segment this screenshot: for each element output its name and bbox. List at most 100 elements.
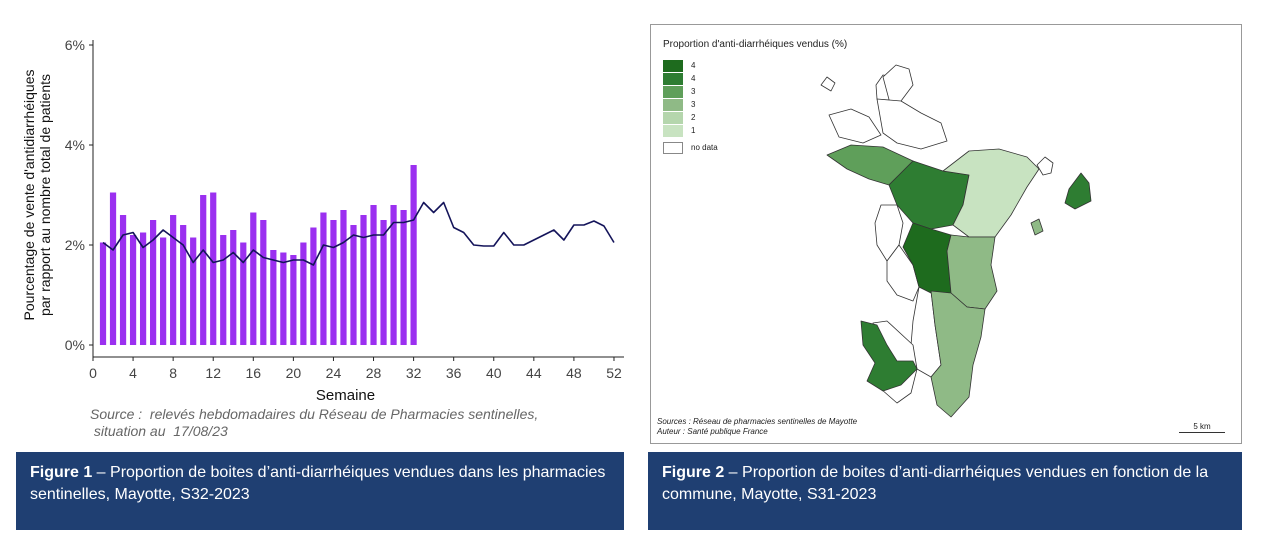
- legend-label: 2: [691, 113, 696, 122]
- bar: [310, 227, 317, 345]
- bar: [170, 215, 177, 345]
- bar: [150, 220, 157, 345]
- commune-north-3: [828, 108, 882, 144]
- figure-1-source-line-1: Source : relevés hebdomadaires du Réseau…: [90, 406, 539, 422]
- bar: [410, 165, 417, 345]
- bar: [270, 250, 277, 345]
- map-sources: Sources : Réseau de pharmacies sentinell…: [657, 417, 857, 437]
- legend-swatch: [663, 72, 683, 85]
- map-scale: 5 km: [1179, 422, 1225, 433]
- bar: [280, 252, 287, 345]
- x-tick-label: 4: [129, 365, 137, 381]
- x-tick-label: 36: [446, 365, 462, 381]
- map-title: Proportion d'anti-diarrhéiques vendus (%…: [663, 39, 848, 50]
- y-axis-label-line-1: Pourcentage de vente d'antidiarrhéiques: [21, 70, 37, 321]
- legend-label: 1: [691, 126, 696, 135]
- legend-swatch: [663, 98, 683, 111]
- bar: [210, 192, 217, 345]
- x-tick-label: 0: [89, 365, 97, 381]
- y-tick-label: 6%: [65, 37, 85, 53]
- legend-item: 3: [663, 98, 718, 111]
- line-series: [102, 201, 615, 266]
- bar: [109, 192, 117, 345]
- commune-south-tip: [860, 320, 918, 392]
- bar: [340, 210, 347, 345]
- bar: [360, 215, 367, 345]
- x-tick-label: 16: [246, 365, 262, 381]
- bar: [400, 210, 407, 345]
- y-axis-label: Pourcentage de vente d'antidiarrhéiques p…: [21, 70, 53, 321]
- commune-west-lower: [886, 244, 920, 302]
- figure-1-panel: 0% 2% 4% 6% 0 4 8 12 16 20 24 28 32 36 40 44 48 52 Semaine…: [16, 37, 624, 530]
- bar: [300, 242, 307, 345]
- bar: [160, 237, 167, 345]
- legend-item: no data: [663, 141, 718, 154]
- legend-swatch: [663, 141, 683, 154]
- y-tick-label: 2%: [65, 237, 85, 253]
- y-tick-label: 0%: [65, 337, 85, 353]
- commune-east-middle: [946, 234, 998, 310]
- legend-item: 4: [663, 59, 718, 72]
- map-legend: 4 4 3 3 2 1 no data: [663, 59, 718, 154]
- map-scale-label: 5 km: [1193, 422, 1211, 431]
- bar: [250, 212, 257, 345]
- map-sources-line-2: Auteur : Santé publique France: [657, 427, 768, 436]
- legend-item: 2: [663, 111, 718, 124]
- x-tick-label: 24: [326, 365, 342, 381]
- legend-item: 4: [663, 72, 718, 85]
- bar: [99, 242, 107, 345]
- figure-1-caption: Figure 1 – Proportion de boites d’anti-d…: [16, 452, 624, 530]
- legend-swatch: [663, 59, 683, 72]
- legend-label: no data: [691, 143, 718, 152]
- bar: [119, 215, 127, 345]
- x-tick-label: 32: [406, 365, 422, 381]
- islet-east: [1030, 218, 1044, 236]
- legend-label: 4: [691, 74, 696, 83]
- legend-label: 4: [691, 61, 696, 70]
- map-sources-line-1: Sources : Réseau de pharmacies sentinell…: [657, 417, 858, 426]
- bar: [200, 195, 207, 345]
- bar: [390, 205, 397, 345]
- bar: [350, 225, 357, 345]
- x-tick-label: 20: [286, 365, 302, 381]
- x-tick-label: 52: [606, 365, 622, 381]
- x-tick-label: 40: [486, 365, 502, 381]
- commune-north-4: [876, 98, 948, 150]
- figure-1-source: Source : relevés hebdomadaires du Réseau…: [90, 406, 538, 440]
- figure-1-source-line-2: situation au 17/08/23: [90, 423, 228, 439]
- bar: [180, 225, 187, 345]
- legend-item: 3: [663, 85, 718, 98]
- figure-2-caption: Figure 2 – Proportion de boites d’anti-d…: [648, 452, 1242, 530]
- bar: [370, 205, 377, 345]
- x-tick-label: 8: [169, 365, 177, 381]
- x-tick-label: 48: [566, 365, 582, 381]
- figure-2-caption-text: – Proportion de boites d’anti-diarrhéiqu…: [662, 464, 1209, 503]
- figure-2-panel: Proportion d'anti-diarrhéiques vendus (%…: [640, 0, 1262, 538]
- bar: [230, 230, 237, 345]
- y-axis-label-line-2: par rapport au nombre total de patients: [37, 74, 53, 316]
- figure-1-caption-label: Figure 1: [30, 464, 93, 481]
- commune-east-small: [1036, 156, 1054, 176]
- bar: [290, 255, 297, 345]
- figure-1-caption-text: – Proportion de boites d’anti-diarrhéiqu…: [30, 464, 606, 503]
- bar: [260, 220, 267, 345]
- commune-northeast-island: [820, 76, 836, 92]
- x-tick-label: 44: [526, 365, 542, 381]
- legend-label: 3: [691, 87, 696, 96]
- bar: [139, 232, 147, 345]
- bar: [220, 235, 227, 345]
- legend-swatch: [663, 124, 683, 137]
- legend-swatch: [663, 85, 683, 98]
- figure-2-caption-label: Figure 2: [662, 464, 725, 481]
- bar: [129, 235, 137, 345]
- legend-label: 3: [691, 100, 696, 109]
- x-tick-label: 12: [205, 365, 221, 381]
- map-frame: Proportion d'anti-diarrhéiques vendus (%…: [650, 24, 1242, 444]
- bar: [240, 242, 247, 345]
- mayotte-map: [820, 64, 1092, 418]
- bar: [380, 220, 387, 345]
- x-axis-label: Semaine: [316, 387, 375, 404]
- x-tick-label: 28: [366, 365, 382, 381]
- legend-item: 1: [663, 124, 718, 137]
- commune-east-north: [942, 148, 1040, 238]
